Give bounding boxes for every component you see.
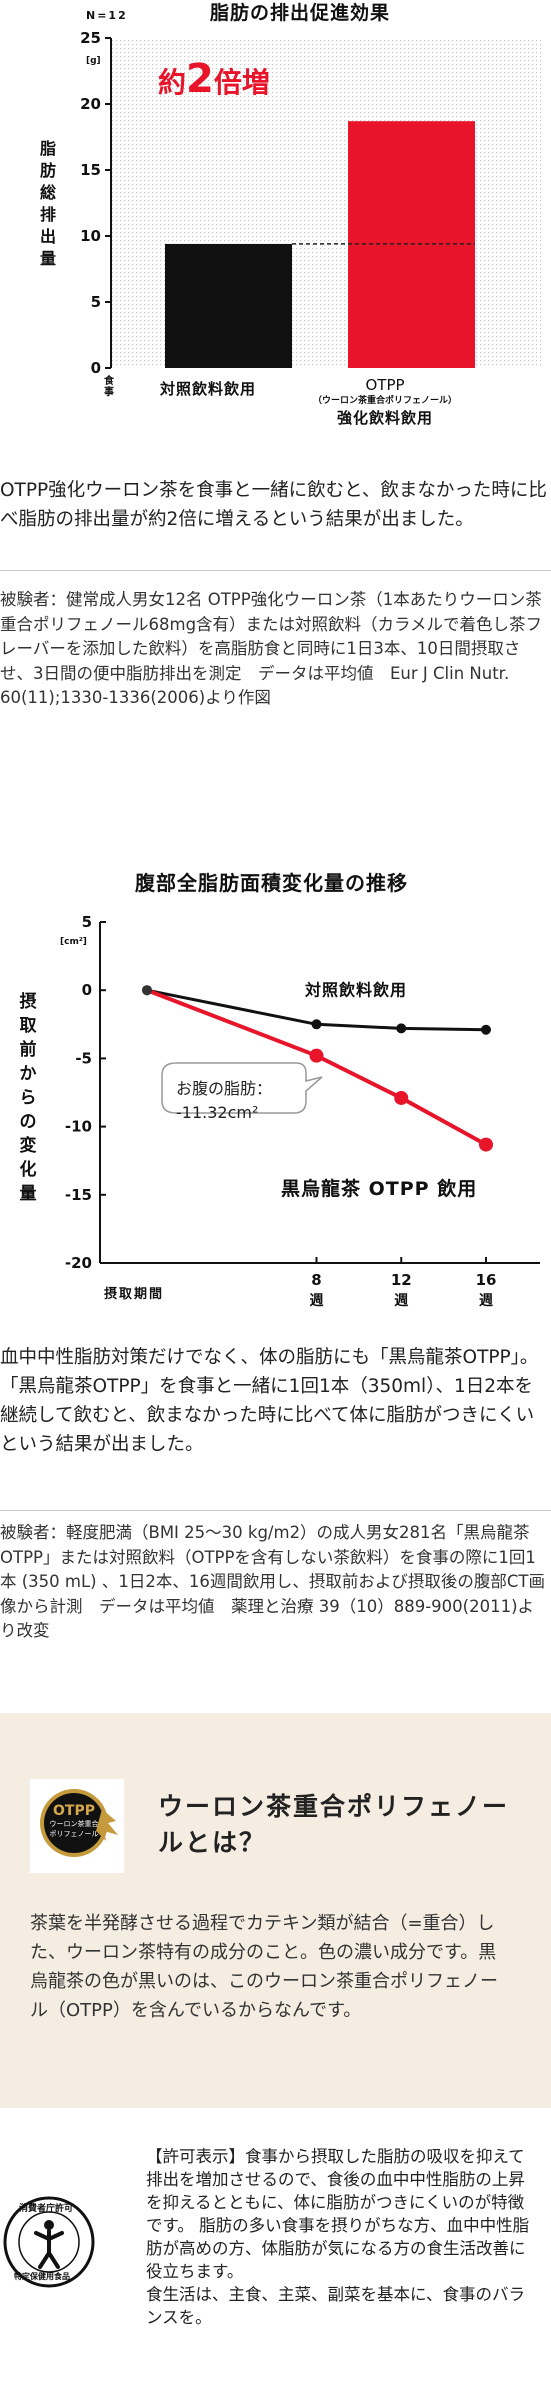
x-tick-label: 12 (391, 1271, 412, 1289)
y-tick-label: -10 (65, 1118, 92, 1136)
y-tick-label: 0 (82, 981, 92, 999)
y-tick-label: 0 (91, 359, 101, 377)
x-tick-unit: 週 (479, 1293, 493, 1309)
badge-line2: ウーロン茶重合 (49, 1820, 99, 1828)
n-label: N=12 (86, 9, 128, 22)
result-paragraph-2: 血中中性脂肪対策だけでなく、体の脂肪にも「黒烏龍茶OTPP」。「黒烏龍茶OTPP… (0, 1347, 539, 1455)
permit-text: 【許可表示】食事から摂取した脂肪の吸収を抑えて排出を増加させるので、食後の血中中… (146, 2147, 530, 2327)
y-axis: 0 5 10 15 20 25 (80, 29, 112, 377)
badge-otpp: OTPP (53, 1803, 95, 1819)
series-line-2 (146, 988, 487, 1147)
increase-badge: 約2倍増 (158, 56, 270, 102)
x-tick-unit: 週 (394, 1293, 408, 1309)
seal-bottom-text: 特定保健用食品 (14, 2272, 70, 2281)
chart-2-title: 腹部全脂肪面積変化量の推移 (135, 871, 408, 895)
badge-suffix: 倍増 (213, 66, 270, 99)
callout-text: お腹の脂肪： -11.32cm² (176, 1077, 272, 1125)
divider-1 (0, 570, 551, 571)
callout (161, 1062, 323, 1114)
data-point (394, 1090, 409, 1105)
series-label-1: 対照飲料飲用 (304, 981, 407, 1000)
y-tick-label: 15 (80, 161, 101, 179)
otpp-badge-icon (40, 1789, 118, 1857)
chart-1-svg: 0 5 10 15 20 25 (80, 29, 541, 377)
data-point (311, 1019, 322, 1030)
tokuho-seal: 消費者庁許可 特定保健用食品 (2, 2195, 96, 2289)
y-tick-label: -20 (65, 1254, 92, 1272)
data-point (479, 1137, 493, 1152)
chart-2-xlabel: 摂取期間 (104, 1287, 165, 1302)
category-otpp-line1: OTPP (365, 376, 405, 394)
bar-1 (165, 243, 292, 368)
data-point (396, 1023, 407, 1034)
badge-prefix: 約 (158, 66, 187, 99)
chart-1-ylabel: 脂肪総排出量 (39, 139, 56, 268)
chart-2: 5 0 -5 -10 -15 -20 8 週 12 週 16 週 対照飲料飲用黒烏龍茶 OTPP 飲用… (0, 855, 551, 1325)
chart-1: 0 5 10 15 20 25 脂肪の排出促進効果 N=12 [g] 脂肪総排出量 約2倍… (0, 0, 551, 445)
tokuho-seal-icon (3, 2196, 95, 2288)
x-tick-unit: 週 (310, 1293, 324, 1309)
callout-bubble (161, 1062, 323, 1114)
x-tick-label: 16 (476, 1271, 497, 1289)
study-note-1: 被験者：健常成人男女12名 OTPP強化ウーロン茶（1本あたりウーロン茶重合ポリ… (0, 590, 543, 707)
y-tick-label: 5 (82, 913, 92, 931)
category-otpp-line3: 強化飲料飲用 (336, 409, 433, 427)
category-otpp-line2: （ウーロン茶重合ポリフェノール） (312, 396, 457, 406)
x-tick-label: 8 (311, 1271, 321, 1289)
chart-2-unit: [cm²] (60, 937, 87, 947)
info-title: ウーロン茶重合ポリフェノールとは？ (158, 1792, 510, 1857)
seal-top-text: 消費者庁許可 (19, 2204, 74, 2214)
series-line-1 (146, 988, 487, 1032)
data-point (142, 985, 152, 996)
y-tick-label: -15 (65, 1186, 92, 1204)
study-note-2: 被験者：軽度肥満（BMI 25～30 kg/m2）の成人男女281名「黒烏龍茶O… (0, 1523, 545, 1640)
data-point (309, 1048, 324, 1063)
axes: 5 0 -5 -10 -15 -20 8 週 12 週 16 週 (65, 913, 540, 1309)
data-point (481, 1024, 491, 1035)
category-label-control: 対照飲料飲用 (160, 380, 257, 398)
badge-line3: ポリフェノール (49, 1830, 99, 1838)
callout-line2: -11.32cm² (176, 1103, 259, 1122)
divider-2 (0, 1510, 551, 1511)
otpp-info-box: OTPP ウーロン茶重合 ポリフェノール ウーロン茶重合ポリフェノールとは？ 茶… (0, 1713, 551, 2108)
chart-1-unit: [g] (86, 56, 101, 66)
badge-text: OTPP ウーロン茶重合 ポリフェノール (44, 1803, 104, 1839)
callout-line1: お腹の脂肪： (176, 1079, 273, 1098)
y-tick-label: -5 (75, 1049, 92, 1067)
chart-1-title: 脂肪の排出促進効果 (210, 2, 391, 24)
chart-2-ylabel: 摂取前からの変化量 (19, 992, 37, 1204)
x-axis-label: 食事 (104, 376, 114, 398)
y-tick-label: 25 (80, 29, 101, 47)
result-paragraph-1: OTPP強化ウーロン茶を食事と一緒に飲むと、飲まなかった時に比べ脂肪の排出量が約… (0, 480, 547, 530)
series-label-2: 黒烏龍茶 OTPP 飲用 (281, 1177, 477, 1200)
y-tick-label: 10 (80, 227, 101, 245)
info-body: 茶葉を半発酵させる過程でカテキン類が結合（=重合）した、ウーロン茶特有の成分のこ… (30, 1913, 498, 2021)
otpp-badge: OTPP ウーロン茶重合 ポリフェノール (30, 1779, 124, 1873)
category-label-otpp: OTPP （ウーロン茶重合ポリフェノール） 強化飲料飲用 (290, 376, 480, 428)
y-tick-label: 20 (80, 95, 101, 113)
y-tick-label: 5 (91, 293, 101, 311)
badge-number: 2 (186, 56, 214, 102)
